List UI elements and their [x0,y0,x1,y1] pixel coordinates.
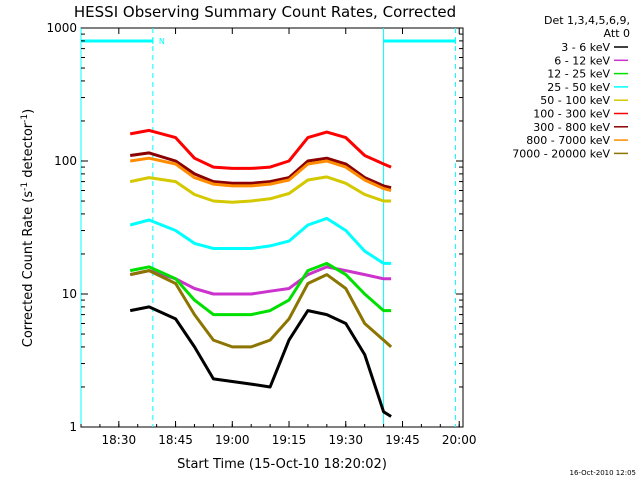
y-tick-label: 1 [69,420,77,434]
x-tick-label: 19:00 [215,433,250,447]
y-tick-label: 10 [62,287,77,301]
x-axis-label: Start Time (15-Oct-10 18:20:02) [177,457,387,472]
series-line-5 [129,175,392,204]
legend-label: 6 - 12 keV [554,54,610,67]
legend-label: 100 - 300 keV [533,108,610,121]
legend-header-line1: Det 1,3,4,5,6,9, [544,14,630,27]
timestamp: 16-Oct-2010 12:05 [570,469,636,477]
x-tick-label: 18:45 [158,433,193,447]
y-axis: 1 10 100 1000 [46,21,463,434]
legend-label: 12 - 25 keV [547,68,610,81]
plot-frame [80,27,464,428]
series-line-1 [129,305,392,418]
series-line-8 [129,156,392,192]
x-tick-label: 19:45 [385,433,420,447]
legend-header-line2: Att 0 [604,27,630,40]
series-layer [129,128,393,418]
legend-label: 800 - 7000 keV [526,134,610,147]
series-line-2 [129,265,392,296]
y-tick-label: 100 [54,154,77,168]
legend-label: 300 - 800 keV [533,121,610,134]
x-tick-label: 19:15 [272,433,307,447]
chart-title: HESSI Observing Summary Count Rates, Cor… [74,3,456,21]
legend-label: 7000 - 20000 keV [512,147,610,160]
series-line-4 [129,216,392,265]
series-line-6 [129,128,392,170]
series-line-7 [129,151,392,190]
x-tick-label: 18:30 [102,433,137,447]
series-line-3 [129,261,392,317]
x-tick-label: 20:00 [442,433,477,447]
legend-label: 3 - 6 keV [561,41,610,54]
series-line-9 [129,269,393,349]
plot-border [80,27,464,428]
y-tick-label: 1000 [46,21,77,35]
y-axis-label: Corrected Count Rate (s-1 detector-1) [20,109,36,347]
legend-label: 50 - 100 keV [540,94,610,107]
night-flag-label: N [159,37,165,46]
x-tick-label: 19:30 [328,433,363,447]
legend-label: 25 - 50 keV [547,81,610,94]
x-axis: 18:30 18:45 19:00 19:15 19:30 19:45 20:00 [80,28,477,447]
night-markers: N [80,28,456,427]
